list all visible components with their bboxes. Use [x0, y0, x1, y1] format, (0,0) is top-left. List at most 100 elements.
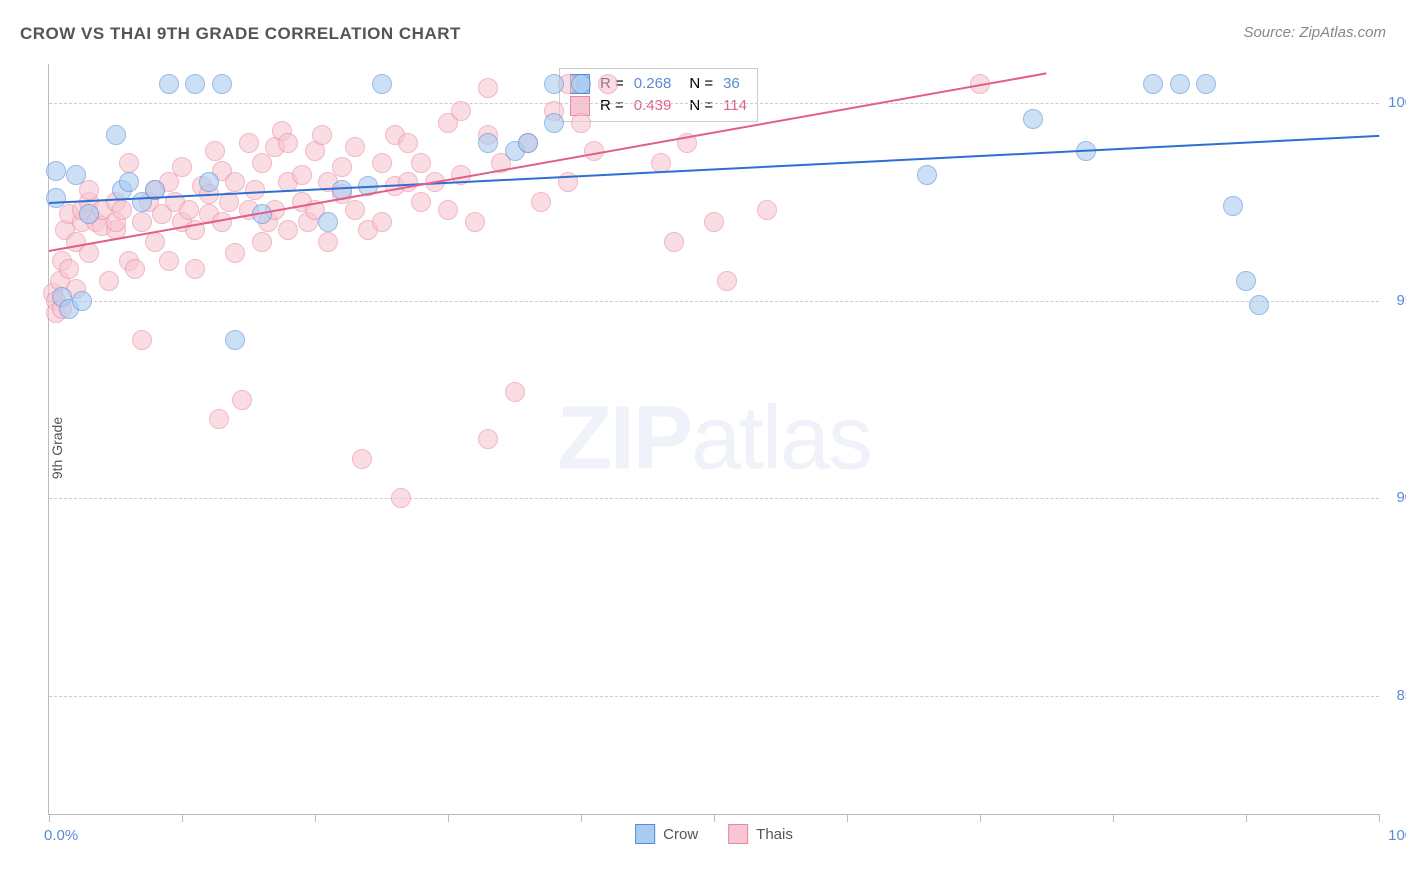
data-point [345, 200, 365, 220]
data-point [46, 161, 66, 181]
data-point [72, 291, 92, 311]
x-tick [1246, 814, 1247, 822]
gridline [49, 498, 1379, 499]
data-point [225, 172, 245, 192]
legend-bottom: Crow Thais [635, 824, 793, 844]
data-point [132, 212, 152, 232]
legend-swatch-crow-bottom [635, 824, 655, 844]
legend-label-thais: Thais [756, 826, 793, 843]
data-point [478, 133, 498, 153]
data-point [571, 74, 591, 94]
chart-title: CROW VS THAI 9TH GRADE CORRELATION CHART [20, 24, 461, 44]
data-point [119, 172, 139, 192]
x-max-label: 100.0% [1384, 827, 1406, 844]
data-point [478, 78, 498, 98]
r-value-crow: 0.268 [634, 73, 672, 95]
data-point [278, 133, 298, 153]
y-tick-label: 85.0% [1384, 687, 1406, 704]
data-point [252, 232, 272, 252]
data-point [332, 157, 352, 177]
data-point [451, 101, 471, 121]
data-point [411, 153, 431, 173]
x-tick [714, 814, 715, 822]
plot-area: ZIPatlas R = 0.268 N = 36 R = 0.439 N = … [48, 64, 1379, 815]
legend-stat-box: R = 0.268 N = 36 R = 0.439 N = 114 [559, 68, 758, 122]
data-point [278, 220, 298, 240]
data-point [179, 200, 199, 220]
data-point [372, 153, 392, 173]
data-point [239, 133, 259, 153]
n-label: N = [689, 73, 713, 95]
watermark-bold: ZIP [557, 389, 691, 489]
legend-label-crow: Crow [663, 826, 698, 843]
legend-stat-row-crow: R = 0.268 N = 36 [570, 73, 747, 95]
gridline [49, 696, 1379, 697]
data-point [252, 153, 272, 173]
data-point [159, 251, 179, 271]
data-point [212, 74, 232, 94]
x-tick [1113, 814, 1114, 822]
data-point [99, 271, 119, 291]
data-point [312, 125, 332, 145]
data-point [1196, 74, 1216, 94]
data-point [518, 133, 538, 153]
data-point [917, 165, 937, 185]
data-point [372, 212, 392, 232]
n-label: N = [689, 95, 713, 117]
legend-item-thais: Thais [728, 824, 793, 844]
data-point [125, 259, 145, 279]
n-value-crow: 36 [723, 73, 740, 95]
data-point [544, 74, 564, 94]
x-tick [315, 814, 316, 822]
data-point [232, 390, 252, 410]
y-tick-label: 95.0% [1384, 292, 1406, 309]
x-tick [581, 814, 582, 822]
data-point [352, 449, 372, 469]
data-point [185, 259, 205, 279]
data-point [145, 232, 165, 252]
data-point [478, 429, 498, 449]
data-point [66, 165, 86, 185]
x-tick [49, 814, 50, 822]
data-point [292, 165, 312, 185]
data-point [46, 188, 66, 208]
data-point [106, 125, 126, 145]
legend-item-crow: Crow [635, 824, 698, 844]
data-point [112, 200, 132, 220]
data-point [225, 330, 245, 350]
data-point [398, 133, 418, 153]
data-point [172, 157, 192, 177]
watermark-light: atlas [691, 389, 871, 489]
x-tick [182, 814, 183, 822]
x-tick [448, 814, 449, 822]
data-point [185, 74, 205, 94]
data-point [438, 200, 458, 220]
data-point [651, 153, 671, 173]
data-point [1143, 74, 1163, 94]
x-tick [847, 814, 848, 822]
n-value-thais: 114 [723, 95, 747, 117]
x-min-label: 0.0% [44, 827, 78, 844]
legend-swatch-thais-bottom [728, 824, 748, 844]
data-point [398, 172, 418, 192]
data-point [79, 204, 99, 224]
y-tick-label: 90.0% [1384, 489, 1406, 506]
data-point [1236, 271, 1256, 291]
data-point [544, 113, 564, 133]
data-point [59, 259, 79, 279]
data-point [159, 74, 179, 94]
data-point [505, 382, 525, 402]
data-point [79, 243, 99, 263]
legend-stat-row-thais: R = 0.439 N = 114 [570, 95, 747, 117]
data-point [132, 330, 152, 350]
data-point [704, 212, 724, 232]
data-point [1170, 74, 1190, 94]
x-tick [1379, 814, 1380, 822]
data-point [391, 488, 411, 508]
data-point [199, 172, 219, 192]
data-point [372, 74, 392, 94]
gridline [49, 301, 1379, 302]
data-point [1023, 109, 1043, 129]
data-point [225, 243, 245, 263]
data-point [209, 409, 229, 429]
